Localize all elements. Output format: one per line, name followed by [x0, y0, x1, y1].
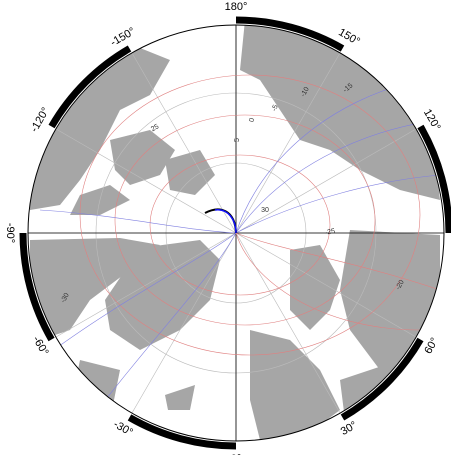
contour-label: -20	[395, 279, 406, 291]
frame-band	[19, 16, 451, 450]
contour-label: -30	[60, 292, 71, 304]
contour-label: 5	[234, 138, 241, 142]
longitude-label: 180°	[225, 1, 248, 13]
singular-curve	[214, 209, 237, 234]
longitude-label: -120°	[28, 106, 52, 135]
contour-label: 0	[249, 117, 257, 122]
longitude-label: 30°	[339, 419, 359, 438]
contour-label: 25	[150, 123, 160, 133]
contour-label: 30	[261, 207, 269, 214]
longitude-label: -150°	[109, 25, 138, 49]
longitude-label: -90°	[4, 223, 16, 243]
contour-label: -10	[300, 86, 311, 98]
contour-label: -25	[324, 228, 335, 237]
contour-label: -15	[342, 82, 354, 94]
contour-label: -5	[271, 104, 280, 112]
longitude-label: 0°	[231, 453, 242, 455]
longitude-label: 60°	[422, 336, 441, 356]
frame	[27, 24, 445, 442]
